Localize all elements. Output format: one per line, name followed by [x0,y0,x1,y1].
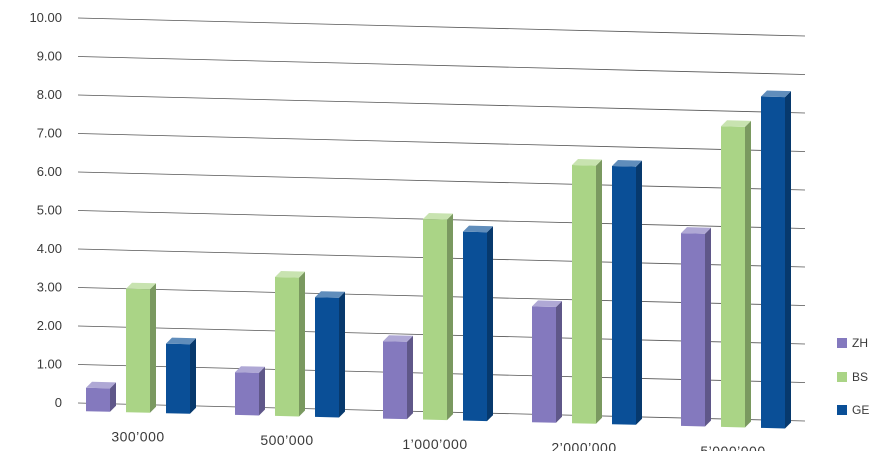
bar-side [596,160,602,424]
gridline [78,57,805,75]
bar-ge [315,291,345,417]
bar-front [235,372,259,415]
bar-side [259,367,265,416]
bar-side [150,283,156,413]
bars [86,91,791,429]
bar-side [299,272,305,417]
bar-front [761,97,785,429]
bar-side [636,161,642,425]
bar-side [705,228,711,427]
y-tick-label: 0 [55,395,62,410]
y-tick-label: 3.00 [37,280,62,295]
bar-front [166,344,190,414]
y-tick-label: 6.00 [37,164,62,179]
bar-front [681,233,705,426]
y-tick-label: 9.00 [37,49,62,64]
y-tick-label: 7.00 [37,126,62,141]
y-tick-label: 2.00 [37,318,62,333]
bar-bs [423,213,453,420]
bar-zh [86,382,116,412]
y-axis-tick-labels: 0 1.00 2.00 3.00 4.00 5.00 6.00 7.00 8.00 9.00 10.… [29,10,62,410]
legend-swatch [837,405,847,415]
x-category-label: 500’000 [260,432,313,448]
gridline [78,172,805,190]
bar-side [556,301,562,423]
legend-swatch [837,338,847,348]
bar-front [383,341,407,419]
bar-zh [383,335,413,419]
bar-front [126,289,150,413]
gridline [78,95,805,113]
bar-ge [463,226,493,422]
bar-front [315,297,339,417]
bar-bs [275,271,305,417]
bar-side [190,338,196,414]
legend-label: GE [852,403,869,417]
legend-swatch [837,372,847,382]
bar-zh [681,227,711,426]
bar-front [572,165,596,424]
bar-side [745,121,751,428]
y-tick-label: 5.00 [37,203,62,218]
bar-front [532,306,556,422]
bar-front [275,277,299,417]
x-category-label: 1’000’000 [402,436,467,451]
bar-front [721,126,745,427]
bar-bs [126,283,156,413]
bar-bs [721,120,751,427]
x-category-label: 2’000’000 [551,440,616,451]
bar-ge [166,338,196,414]
bar-side [339,292,345,418]
y-tick-label: 4.00 [37,241,62,256]
y-tick-label: 10.00 [29,10,62,25]
x-category-label: 300’000 [111,429,164,445]
y-tick-label: 8.00 [37,87,62,102]
bar-front [463,232,487,422]
legend-label: ZH [852,336,868,350]
bar-zh [235,366,265,415]
bar-ge [612,160,642,425]
bar-bs [572,159,602,424]
bar-ge [761,91,791,429]
bar-side [447,214,453,421]
bar-front [612,166,636,425]
bar-side [487,226,493,421]
bar-zh [532,300,562,422]
y-tick-label: 1.00 [37,357,62,372]
bar-front [423,219,447,420]
gridline [78,134,805,152]
bar-side [785,91,791,428]
gridline [78,18,805,36]
bar-side [407,336,413,419]
legend-label: BS [852,370,868,384]
x-axis-category-labels: 300’000 500’000 1’000’000 2’000’000 5’000’00… [111,429,765,451]
legend: ZH BS GE [837,336,869,417]
bar-front [86,388,110,412]
x-category-label: 5’000’000 [700,443,765,451]
